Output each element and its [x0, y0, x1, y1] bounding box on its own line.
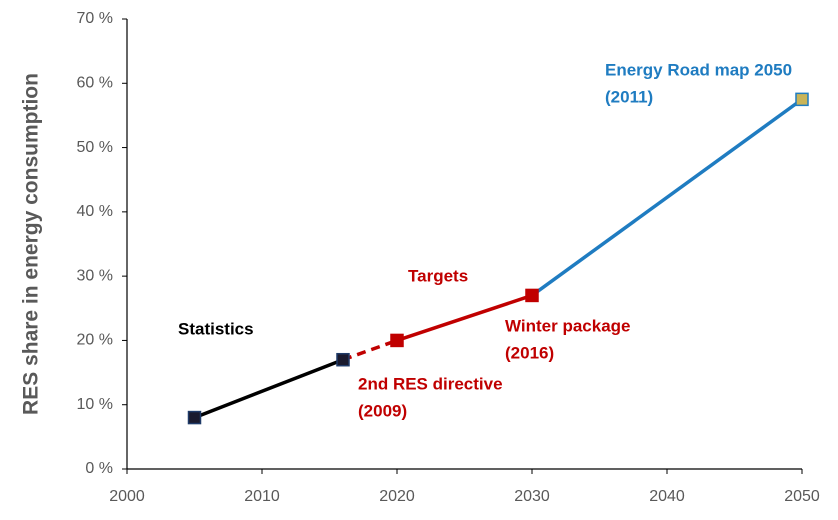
annotation: Winter package	[505, 316, 631, 335]
series-label: Targets	[408, 266, 468, 285]
y-axis-label: RES share in energy consumption	[20, 73, 43, 415]
x-tick-label: 2000	[109, 488, 145, 505]
marker	[336, 352, 350, 367]
y-tick-label: 40 %	[77, 203, 113, 220]
y-tick-label: 30 %	[77, 267, 113, 284]
series-line	[396, 293, 533, 343]
marker	[525, 288, 539, 303]
annotation: Energy Road map 2050	[605, 60, 792, 79]
marker	[187, 410, 202, 425]
annotation: (2016)	[505, 343, 554, 362]
annotation: (2009)	[358, 401, 407, 420]
y-tick-label: 50 %	[77, 139, 113, 156]
y-tick-label: 0 %	[85, 460, 113, 477]
y-tick-label: 10 %	[77, 396, 113, 413]
series-label: Statistics	[178, 319, 254, 338]
y-tick-label: 20 %	[77, 332, 113, 349]
series-line	[193, 358, 344, 420]
marker	[795, 92, 809, 107]
y-tick-label: 60 %	[77, 75, 113, 92]
x-tick-label: 2020	[379, 488, 415, 505]
x-tick-label: 2040	[649, 488, 685, 505]
y-tick-label: 70 %	[77, 10, 113, 27]
annotation: (2011)	[605, 87, 653, 106]
series-line	[530, 97, 804, 297]
x-tick-label: 2050	[784, 488, 820, 505]
marker	[390, 333, 404, 348]
annotation: 2nd RES directive	[358, 374, 503, 393]
series-line	[342, 338, 398, 362]
x-tick-label: 2030	[514, 488, 550, 505]
x-tick-label: 2010	[244, 488, 280, 505]
